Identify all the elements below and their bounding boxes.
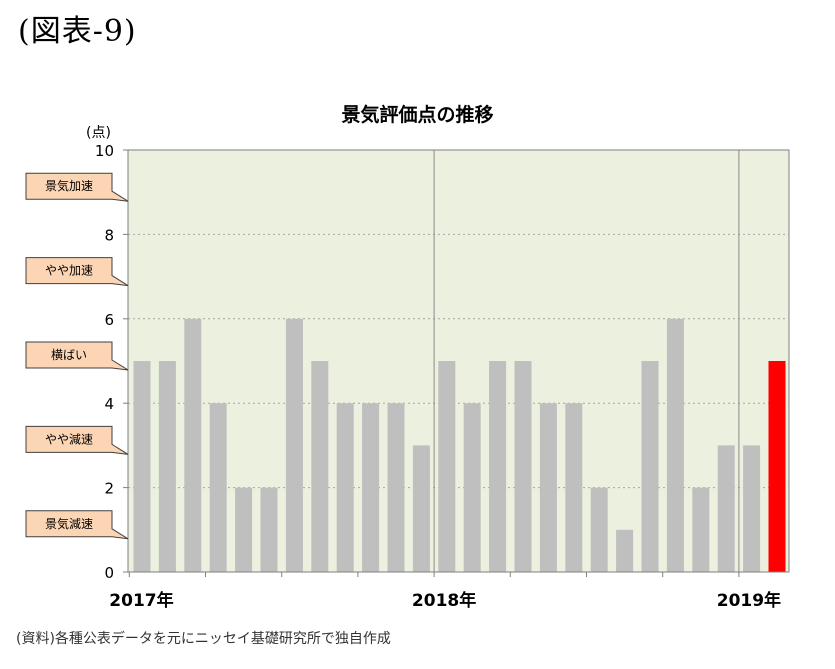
bar [489,361,507,572]
y-tick-label: 10 [95,142,114,160]
bar [717,445,735,572]
bar [743,445,761,572]
bar [235,487,253,572]
bar [158,361,176,572]
bar [387,403,405,572]
highlight-bar [768,361,786,572]
bar [666,318,684,572]
level-callout-label: 景気加速 [45,178,93,193]
bar [692,487,710,572]
bar [565,403,583,572]
bar [133,361,151,572]
axes: 0 2 4 6 8 10 2017年 2018年 2019年 [95,142,789,611]
figure-label: (図表-9) [18,14,137,49]
bar [616,529,634,572]
y-tick-label: 6 [104,311,114,329]
level-callout-box [25,510,129,540]
source-note: (資料)各種公表データを元にニッセイ基礎研究所で独自作成 [16,631,391,647]
level-callout-box [25,425,129,455]
bars [133,318,786,572]
bar [641,361,659,572]
bar [209,403,227,572]
bar [463,403,481,572]
level-callout-label: やや減速 [45,431,93,446]
plot-area [127,149,790,573]
x-year-label: 2019年 [717,590,781,611]
level-callout-label: 景気減速 [45,516,93,531]
bar [336,403,354,572]
bar [412,445,430,572]
bar [539,403,557,572]
level-callout-label: 横ばい [51,348,87,362]
bar [311,361,329,572]
y-tick-label: 8 [104,226,114,244]
x-year-label: 2017年 [109,590,173,611]
level-callout-label: やや加速 [45,264,93,278]
y-tick-label: 4 [104,395,114,413]
bar [590,487,608,572]
bar [438,361,456,572]
bar [514,361,532,572]
bar [285,318,303,572]
level-callout-box [25,172,129,202]
y-tick-label: 2 [104,480,114,498]
chart-title: 景気評価点の推移 [341,104,494,126]
bar [260,487,278,572]
y-axis-unit-label: (点) [86,125,111,141]
x-year-label: 2018年 [412,590,476,611]
bar [184,318,202,572]
bar [362,403,380,572]
y-tick-label: 0 [104,564,114,582]
level-callout-box [25,257,129,287]
level-callout-box [25,341,129,371]
